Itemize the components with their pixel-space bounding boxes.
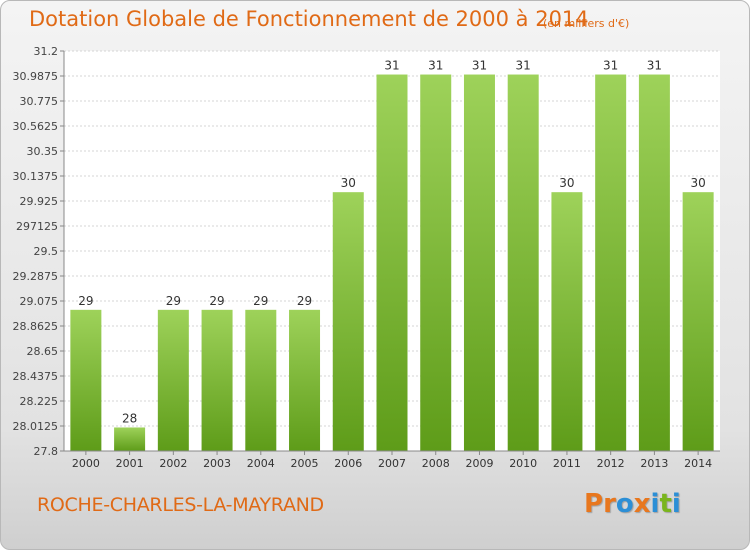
x-tick-label: 2010 <box>509 457 537 470</box>
y-tick-label: 28.8625 <box>13 320 59 333</box>
x-tick-label: 2000 <box>72 457 100 470</box>
proxiti-logo: Proxiti <box>584 489 681 519</box>
bar-value-label: 29 <box>253 294 268 308</box>
y-tick-label: 28.65 <box>27 345 59 358</box>
bar-value-label: 29 <box>78 294 93 308</box>
bar-value-label: 31 <box>516 59 531 73</box>
x-tick-label: 2008 <box>422 457 450 470</box>
y-axis: 27.8 28.0125 28.225 28.4375 28.65 28.8625 29.0… <box>13 45 65 458</box>
bar-2009 <box>463 74 495 451</box>
y-tick-label: 30.1375 <box>13 170 59 183</box>
bar-value-label: 29 <box>209 294 224 308</box>
bar-2007 <box>376 74 408 451</box>
logo-letter: o <box>615 489 634 519</box>
bar-2006 <box>332 192 364 452</box>
bar-value-label: 31 <box>603 59 618 73</box>
bar-2005 <box>289 309 321 451</box>
x-tick-label: 2001 <box>116 457 144 470</box>
y-tick-label: 30.9875 <box>13 70 59 83</box>
bar-value-label: 30 <box>690 176 705 190</box>
logo-letter: i <box>650 489 660 519</box>
y-tick-label: 29.075 <box>20 295 59 308</box>
bar-2002 <box>157 309 189 451</box>
chart-unit: (en milliers d'€) <box>543 17 630 30</box>
chart-title: Dotation Globale de Fonctionnement de 20… <box>29 7 589 31</box>
y-tick-label: 297125 <box>16 220 58 233</box>
x-tick-label: 2003 <box>203 457 231 470</box>
bar-value-label: 31 <box>647 59 662 73</box>
x-tick-label: 2013 <box>640 457 668 470</box>
bar-value-label: 29 <box>166 294 181 308</box>
y-tick-label: 28.4375 <box>13 370 59 383</box>
x-tick-label: 2011 <box>553 457 581 470</box>
y-tick-label: 30.35 <box>27 145 59 158</box>
logo-letter: r <box>603 489 616 519</box>
bar-2008 <box>420 74 452 451</box>
x-tick-label: 2007 <box>378 457 406 470</box>
y-tick-label: 27.8 <box>34 445 59 458</box>
x-tick-label: 2012 <box>597 457 625 470</box>
bar-2004 <box>245 309 277 451</box>
x-tick-label: 2009 <box>465 457 493 470</box>
logo-letter: t <box>659 489 672 519</box>
bar-value-label: 28 <box>122 411 137 425</box>
bar-2003 <box>201 309 233 451</box>
bar-2013 <box>638 74 670 451</box>
logo-letter: x <box>633 489 651 519</box>
bar-2012 <box>595 74 627 451</box>
bar-2010 <box>507 74 539 451</box>
commune-name: ROCHE-CHARLES-LA-MAYRAND <box>37 494 324 516</box>
bar-2011 <box>551 192 583 452</box>
bar-2001 <box>114 427 146 451</box>
y-tick-label: 28.0125 <box>13 420 59 433</box>
y-tick-label: 28.225 <box>20 395 59 408</box>
bar-2014 <box>682 192 714 452</box>
x-tick-label: 2004 <box>247 457 275 470</box>
x-tick-label: 2002 <box>159 457 187 470</box>
y-tick-label: 31.2 <box>34 45 59 58</box>
bar-2000 <box>70 309 102 451</box>
logo-letter: i <box>671 489 681 519</box>
bars: 29 28 29 29 29 29 30 31 31 31 31 30 31 31 30 <box>70 59 714 452</box>
y-tick-label: 30.775 <box>20 95 59 108</box>
bar-value-label: 31 <box>472 59 487 73</box>
y-tick-label: 30.5625 <box>13 120 59 133</box>
y-tick-label: 29.5 <box>34 245 59 258</box>
bar-value-label: 31 <box>428 59 443 73</box>
y-tick-label: 29.2875 <box>13 270 59 283</box>
x-tick-label: 2014 <box>684 457 712 470</box>
x-axis: 2000 2001 2002 2003 2004 2005 2006 2007 2008 2009… <box>64 450 720 470</box>
bar-value-label: 30 <box>559 176 574 190</box>
y-tick-label: 29.925 <box>20 195 59 208</box>
bar-value-label: 30 <box>341 176 356 190</box>
logo-letter: P <box>584 489 604 519</box>
bar-value-label: 29 <box>297 294 312 308</box>
x-tick-label: 2006 <box>334 457 362 470</box>
x-tick-label: 2005 <box>291 457 319 470</box>
bar-value-label: 31 <box>384 59 399 73</box>
